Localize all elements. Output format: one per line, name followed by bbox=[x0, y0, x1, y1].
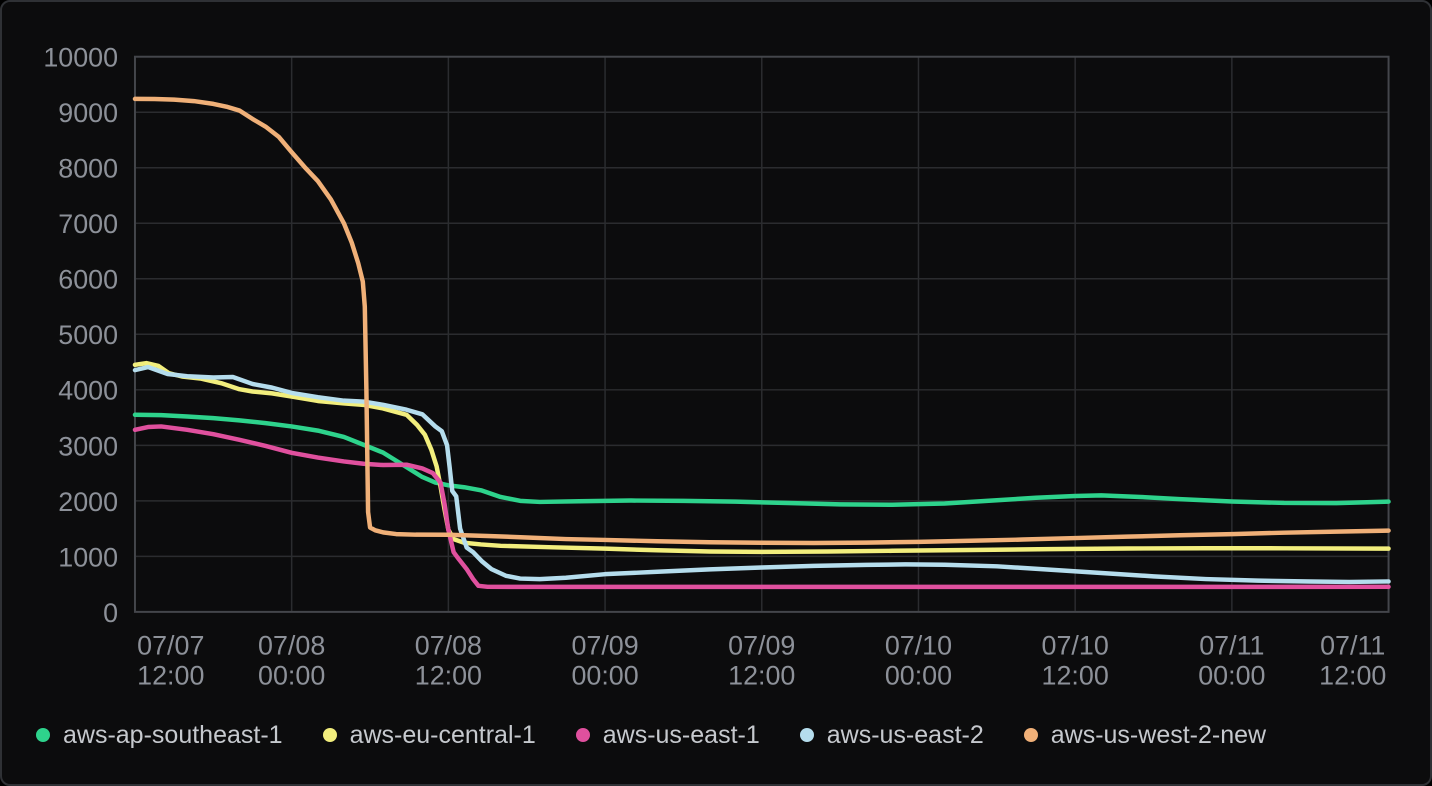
legend-label: aws-ap-southeast-1 bbox=[63, 720, 283, 749]
y-axis-tick-label: 1000 bbox=[58, 542, 118, 572]
x-axis-tick-label-date: 07/07 bbox=[137, 631, 204, 661]
legend-dot-icon bbox=[36, 728, 50, 742]
x-axis-tick-label-date: 07/09 bbox=[571, 631, 638, 661]
legend-dot-icon bbox=[575, 728, 590, 742]
x-axis-tick-label-time: 00:00 bbox=[885, 661, 952, 691]
legend-item-aws-us-west-2-new[interactable]: aws-us-west-2-new bbox=[1023, 720, 1267, 750]
series-line-aws-us-east-1[interactable] bbox=[132, 424, 1391, 590]
series-line-aws-eu-central-1[interactable] bbox=[132, 360, 1391, 555]
x-axis-tick-label-date: 07/08 bbox=[415, 631, 482, 661]
y-axis-tick-label: 10000 bbox=[43, 43, 118, 73]
series-line-aws-ap-southeast-1[interactable] bbox=[132, 412, 1391, 507]
x-axis-tick-label-date: 07/10 bbox=[885, 631, 952, 661]
y-axis-tick-label: 4000 bbox=[58, 376, 118, 406]
legend-label: aws-us-east-2 bbox=[826, 720, 984, 749]
legend-dot-icon bbox=[799, 728, 814, 742]
y-axis-tick-label: 8000 bbox=[58, 154, 118, 184]
legend-item-aws-ap-southeast-1[interactable]: aws-ap-southeast-1 bbox=[36, 721, 283, 750]
x-axis-tick-label-time: 00:00 bbox=[258, 661, 325, 691]
legend-item-aws-us-east-2[interactable]: aws-us-east-2 bbox=[799, 720, 984, 750]
series-line-aws-us-east-2[interactable] bbox=[132, 364, 1391, 585]
legend-item-aws-eu-central-1[interactable]: aws-eu-central-1 bbox=[322, 720, 536, 750]
y-axis-tick-label: 9000 bbox=[58, 98, 118, 128]
x-axis-tick-label-time: 12:00 bbox=[137, 661, 204, 691]
x-axis-tick-label-date: 07/10 bbox=[1042, 631, 1109, 661]
series-line-aws-us-west-2-new[interactable] bbox=[132, 96, 1391, 546]
y-axis-tick-label: 7000 bbox=[58, 209, 118, 239]
y-axis-tick-label: 2000 bbox=[58, 487, 118, 517]
x-axis-tick-label-date: 07/08 bbox=[258, 631, 325, 661]
x-axis-tick-label-time: 12:00 bbox=[728, 661, 795, 691]
plot-border bbox=[133, 55, 1390, 613]
y-axis-tick-label: 6000 bbox=[58, 265, 118, 295]
x-axis-tick-label-time: 12:00 bbox=[1319, 661, 1386, 691]
x-axis-tick-label-time: 12:00 bbox=[1042, 661, 1109, 691]
legend-label: aws-us-east-1 bbox=[602, 720, 760, 749]
x-axis-tick-label-time: 00:00 bbox=[571, 661, 638, 691]
x-axis-tick-label-date: 07/09 bbox=[728, 631, 795, 661]
x-axis-tick-label-time: 00:00 bbox=[1198, 661, 1265, 691]
legend-label: aws-us-west-2-new bbox=[1050, 720, 1267, 749]
chart-legend: aws-ap-southeast-1 aws-eu-central-1 aws-us… bbox=[36, 716, 1266, 754]
legend-label: aws-eu-central-1 bbox=[349, 720, 536, 749]
legend-dot-icon bbox=[322, 728, 337, 742]
legend-dot-icon bbox=[1023, 728, 1038, 742]
y-axis-tick-label: 5000 bbox=[58, 320, 118, 350]
y-axis-tick-label: 3000 bbox=[58, 431, 118, 461]
legend-item-aws-us-east-1[interactable]: aws-us-east-1 bbox=[575, 720, 760, 750]
y-axis-tick-label: 0 bbox=[103, 598, 118, 628]
x-axis-tick-label-date: 07/11 bbox=[1320, 631, 1385, 661]
x-axis-tick-label-time: 12:00 bbox=[415, 661, 482, 691]
x-axis-tick-label-date: 07/11 bbox=[1199, 631, 1264, 661]
